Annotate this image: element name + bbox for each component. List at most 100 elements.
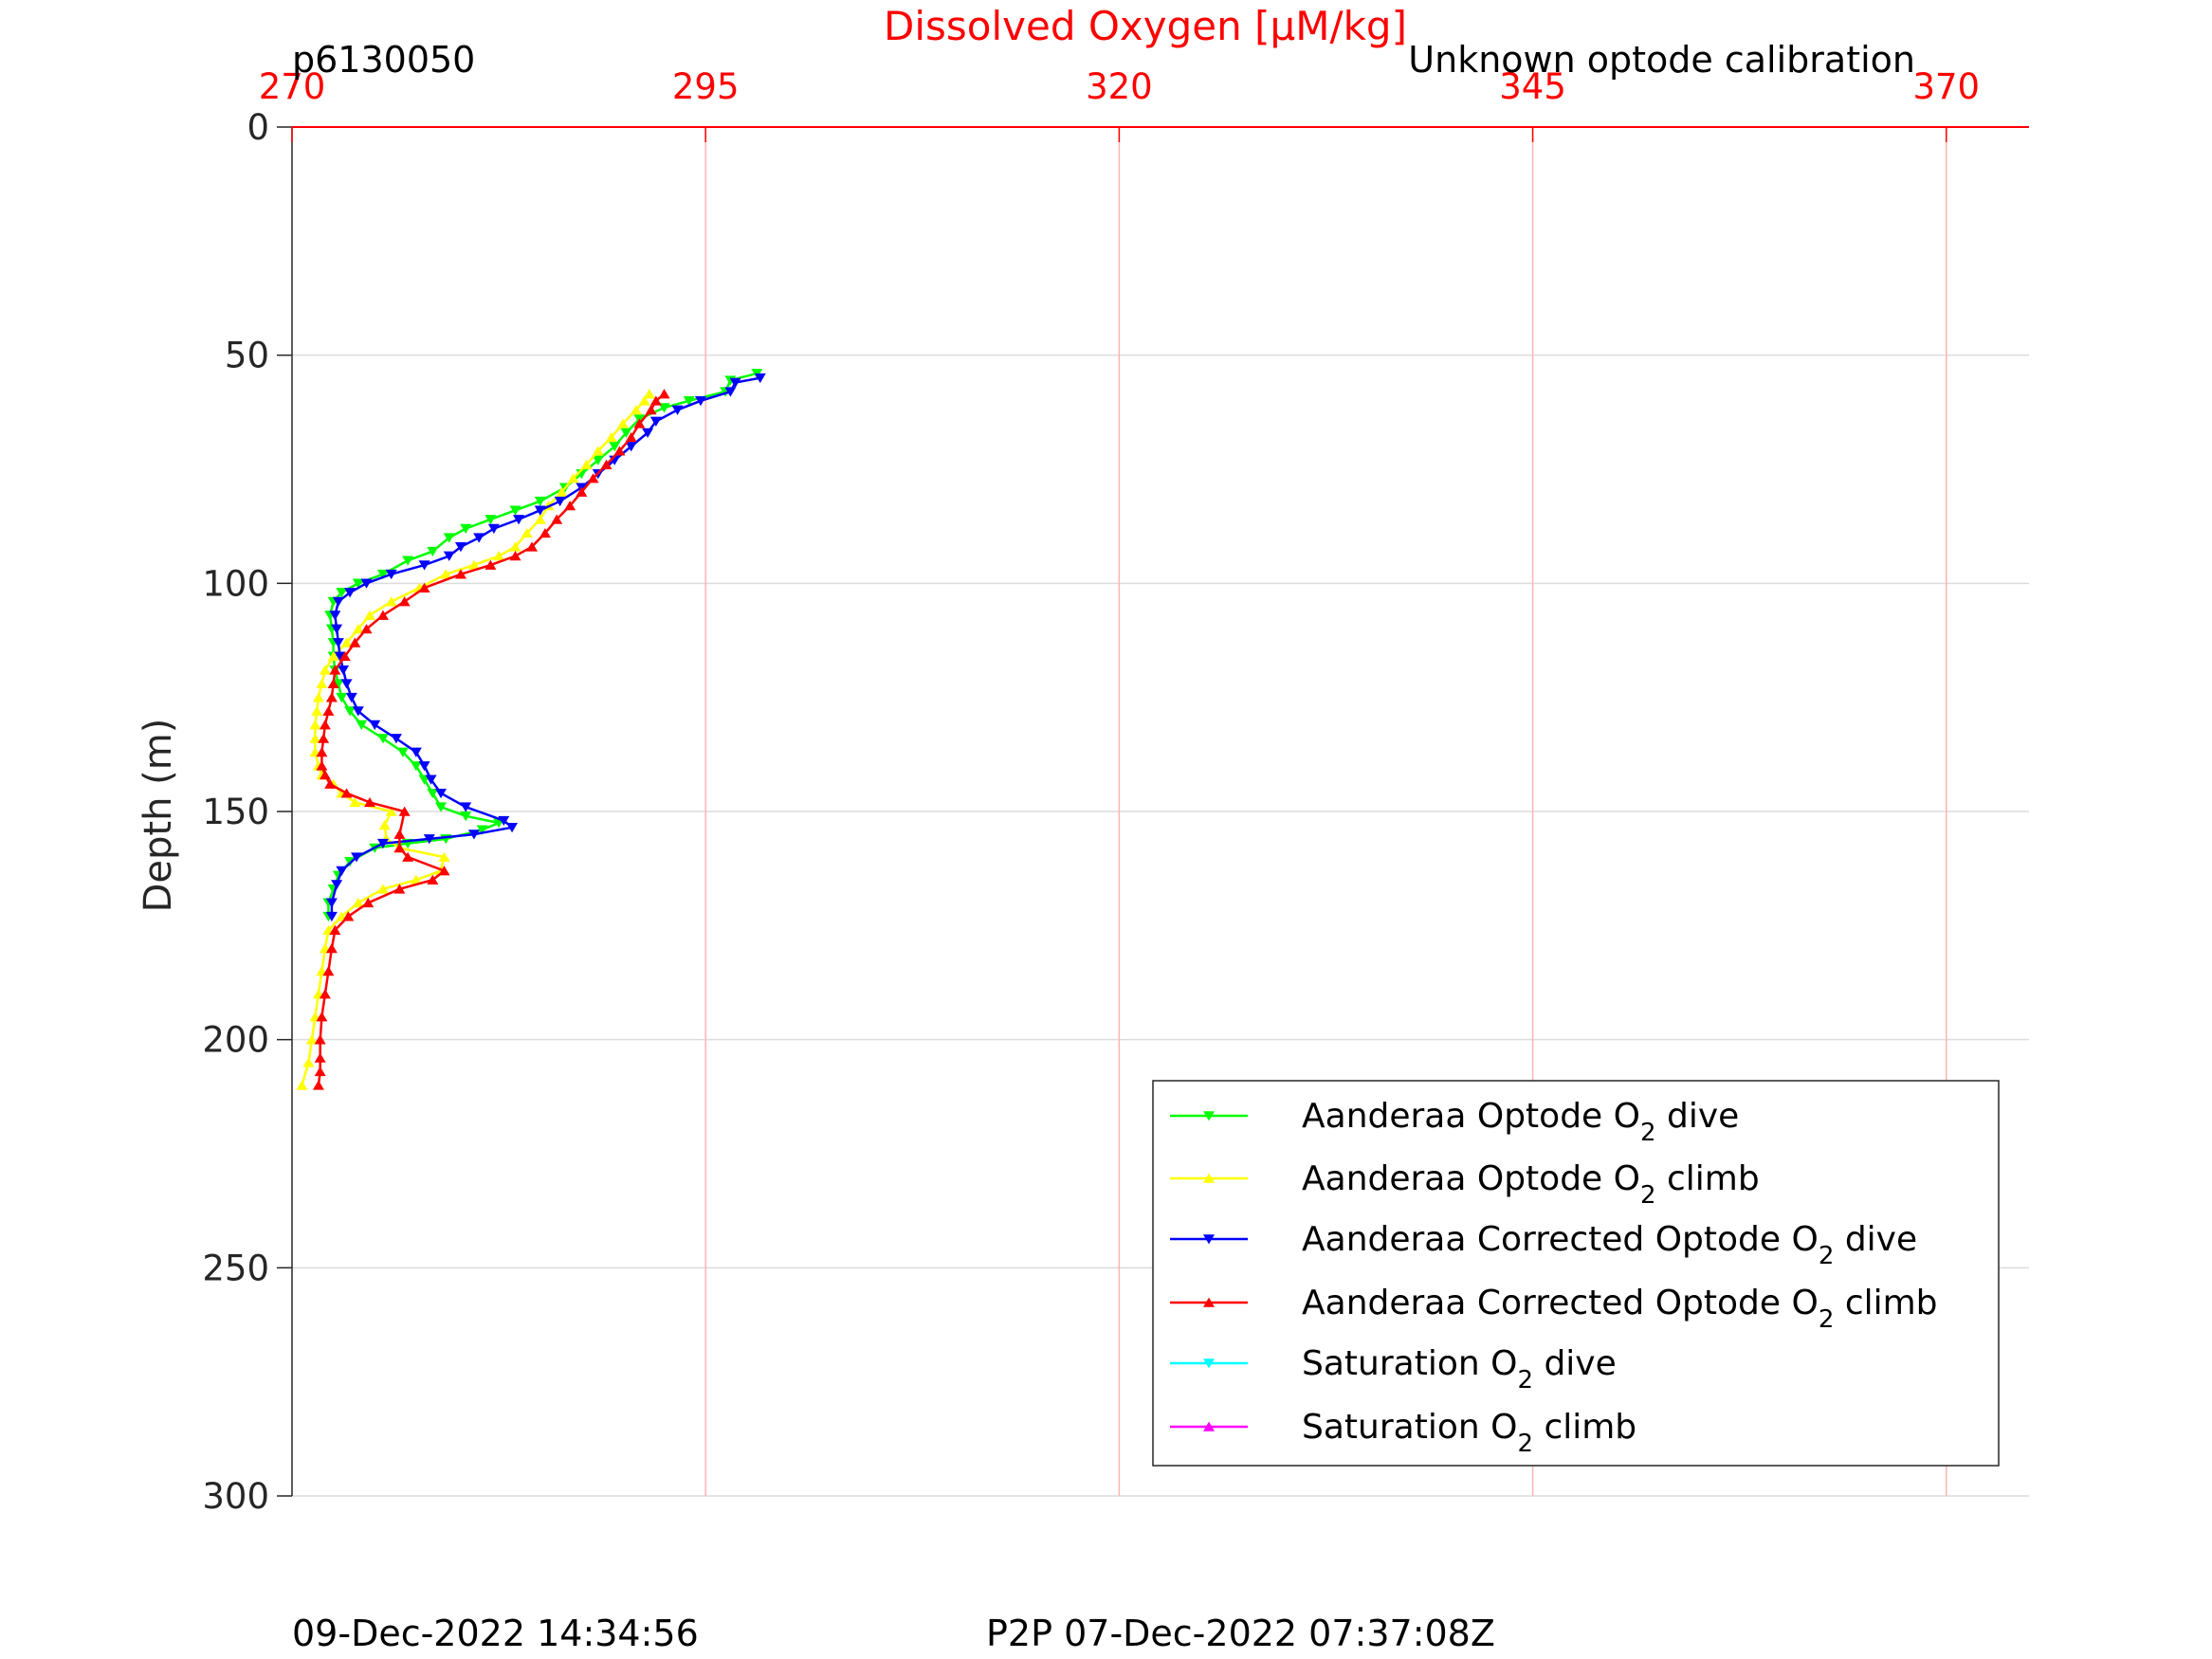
y-tick-label: 100 — [202, 563, 269, 604]
legend-swatch-marker — [1203, 1358, 1215, 1369]
legend-item: Saturation O2 climb — [1170, 1408, 1636, 1458]
legend-item: Aanderaa Corrected Optode O2 dive — [1170, 1220, 1917, 1270]
data-point — [318, 733, 330, 743]
data-point — [467, 830, 480, 840]
data-point — [349, 637, 361, 647]
series-3 — [325, 373, 766, 922]
data-point — [638, 395, 650, 406]
data-point — [592, 446, 604, 456]
data-point — [312, 692, 324, 702]
data-point — [587, 473, 599, 483]
legend-label: Saturation O2 dive — [1302, 1344, 1617, 1395]
data-point — [683, 396, 695, 407]
series-4 — [312, 389, 670, 1090]
data-point — [649, 395, 662, 406]
data-point — [454, 542, 466, 553]
data-point — [334, 651, 346, 662]
data-point — [378, 820, 391, 830]
data-point — [658, 403, 670, 413]
data-point — [376, 838, 389, 849]
data-point — [340, 637, 353, 647]
data-point — [396, 747, 409, 757]
data-point — [427, 788, 439, 799]
legend-item: Aanderaa Optode O2 climb — [1170, 1159, 1760, 1210]
data-point — [729, 377, 741, 388]
data-point — [645, 405, 657, 415]
data-point — [609, 442, 621, 452]
data-point — [352, 578, 364, 589]
y-tick-label: 150 — [202, 792, 269, 832]
data-point — [362, 897, 375, 908]
data-point — [352, 897, 364, 908]
data-point — [402, 556, 414, 566]
data-point — [473, 533, 485, 543]
y-tick-label: 300 — [202, 1476, 269, 1517]
data-point — [554, 496, 566, 507]
data-point — [443, 551, 455, 561]
data-point — [613, 446, 626, 456]
data-point — [509, 505, 521, 516]
data-point — [338, 650, 351, 662]
data-point — [311, 705, 323, 716]
legend-item: Saturation O2 dive — [1170, 1344, 1617, 1395]
legend-swatch-marker — [1203, 1297, 1215, 1307]
y-tick-label: 0 — [247, 107, 269, 148]
data-point — [338, 665, 350, 676]
data-point — [356, 720, 368, 730]
data-point — [340, 679, 353, 689]
data-point — [332, 638, 344, 648]
data-point — [327, 650, 339, 662]
data-point — [509, 551, 521, 561]
data-point — [410, 761, 422, 772]
legend: Aanderaa Optode O2 dive Aanderaa Optode O… — [1152, 1080, 2000, 1467]
data-point — [694, 396, 706, 407]
data-point — [360, 578, 373, 589]
data-point — [418, 560, 430, 571]
x-tick-label: 345 — [1499, 66, 1566, 107]
data-point — [633, 418, 646, 428]
header-left-label: p6130050 — [292, 39, 475, 81]
data-point — [625, 431, 637, 443]
data-point — [567, 473, 579, 483]
data-point — [564, 501, 576, 511]
y-axis-label: Depth (m) — [137, 719, 180, 913]
data-point — [322, 705, 335, 716]
x-tick-label: 270 — [259, 66, 326, 107]
data-point — [427, 874, 439, 884]
data-point — [454, 569, 466, 579]
legend-swatch-marker — [1203, 1234, 1215, 1245]
data-point — [331, 624, 343, 634]
data-point — [344, 706, 356, 717]
data-point — [630, 405, 642, 415]
data-point — [435, 788, 448, 799]
data-point — [314, 1052, 326, 1063]
data-point — [534, 505, 546, 516]
data-point — [398, 806, 411, 816]
data-point — [351, 852, 363, 863]
data-point — [332, 596, 344, 607]
series-line — [317, 392, 666, 1085]
data-point — [319, 770, 331, 780]
data-point — [425, 775, 437, 785]
data-point — [460, 523, 472, 534]
data-point — [369, 720, 381, 730]
x-tick-label: 370 — [1912, 66, 1980, 107]
data-point — [487, 523, 500, 534]
data-point — [418, 761, 430, 772]
data-point — [329, 924, 341, 935]
data-point — [393, 843, 406, 853]
data-point — [605, 431, 617, 443]
legend-label: Aanderaa Corrected Optode O2 climb — [1302, 1284, 1938, 1334]
legend-item: Aanderaa Optode O2 dive — [1170, 1097, 1739, 1147]
data-point — [398, 596, 411, 607]
data-point — [319, 989, 331, 999]
data-point — [649, 416, 662, 427]
data-point — [427, 546, 439, 557]
data-point — [671, 405, 684, 415]
data-point — [376, 610, 389, 620]
data-point — [658, 389, 670, 399]
data-point — [625, 442, 637, 452]
data-point — [580, 459, 593, 469]
y-tick-label: 200 — [202, 1020, 269, 1061]
